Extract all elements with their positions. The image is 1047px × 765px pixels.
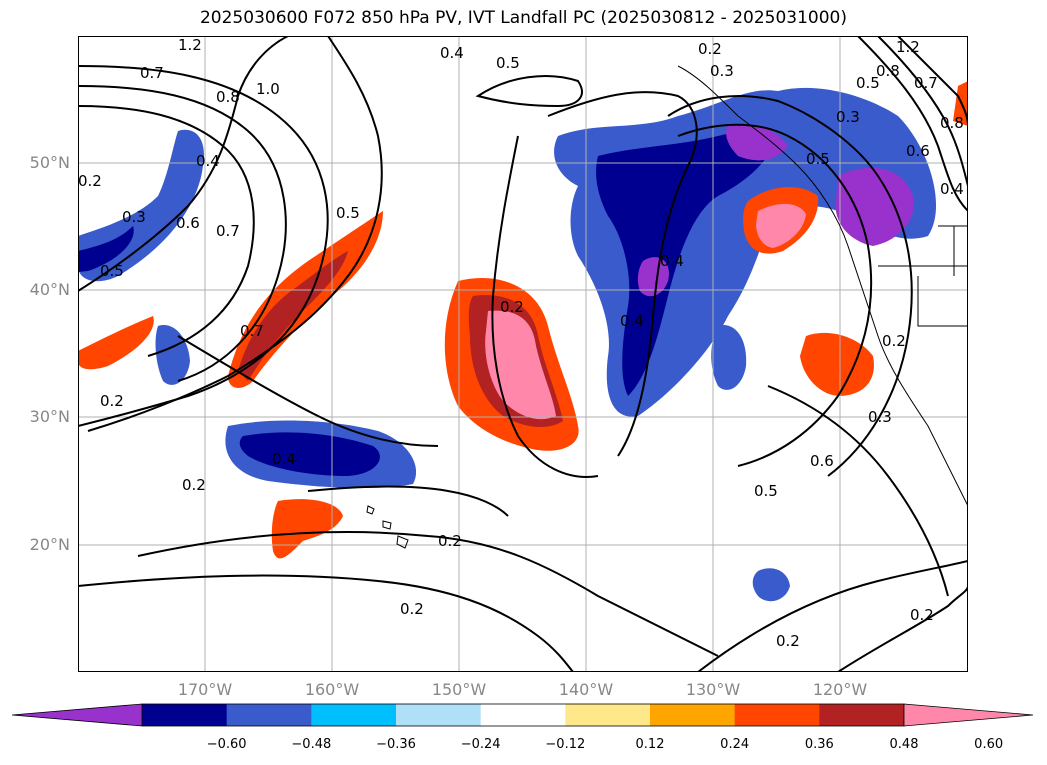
contour-label: 0.3 (122, 208, 146, 226)
contour-label: 1.0 (256, 80, 280, 98)
contour-label: 0.4 (660, 252, 684, 270)
colorbar-arrow-left (12, 703, 143, 727)
contour-label: 0.2 (78, 172, 102, 190)
colorbar-tick-label: 0.24 (720, 737, 750, 752)
colorbar-segment (142, 704, 228, 726)
contour-label: 0.2 (910, 606, 934, 624)
neg-region-westpac-core (78, 226, 134, 272)
colorbar-arrow-right (903, 703, 1034, 727)
contour-label: 0.7 (914, 74, 938, 92)
lat-label-50n: 50°N (29, 153, 70, 172)
lat-label-40n: 40°N (29, 280, 70, 299)
map-title: 2025030600 F072 850 hPa PV, IVT Landfall… (199, 8, 847, 28)
colorbar-segment (396, 704, 482, 726)
contour-label: 0.7 (240, 322, 264, 340)
colorbar-segment (311, 704, 397, 726)
neg-region-small-2 (711, 325, 747, 390)
colorbar (12, 703, 1034, 727)
contour-label: 0.7 (140, 64, 164, 82)
lon-label-170w: 170°W (177, 680, 233, 699)
colorbar-segment (226, 704, 312, 726)
pos-region-socal (800, 332, 874, 396)
contour-label: 0.5 (856, 74, 880, 92)
contour-label: 0.2 (882, 332, 906, 350)
neg-region-subtrop-core (239, 432, 380, 476)
pos-region-central-core (485, 310, 556, 420)
colorbar-segment (734, 704, 820, 726)
colorbar-segments (141, 703, 905, 727)
pos-region-left-edge (78, 316, 154, 370)
map-panel: 1.2 0.4 0.5 0.3 1.2 0.7 0.8 1.0 0.8 0.5 … (78, 36, 968, 672)
contour-label: 0.5 (496, 54, 520, 72)
lon-label-140w: 140°W (558, 680, 614, 699)
contour-label: 0.2 (698, 40, 722, 58)
lon-label-150w: 150°W (431, 680, 487, 699)
contour-label: 0.4 (620, 312, 644, 330)
colorbar-tick-label: −0.36 (376, 737, 416, 752)
neg-region-purple-ne (835, 167, 914, 246)
contour-label: 0.3 (868, 408, 892, 426)
contour-label: 1.2 (896, 38, 920, 56)
colorbar-tick-label: 0.12 (635, 737, 665, 752)
colorbar-tick-label: 0.60 (974, 737, 1004, 752)
lon-label-160w: 160°W (304, 680, 360, 699)
contour-label: 0.5 (806, 150, 830, 168)
contour-label: 0.7 (216, 222, 240, 240)
contour-label: 0.4 (440, 44, 464, 62)
lon-label-120w: 120°W (812, 680, 868, 699)
colorbar-tick-label: −0.12 (545, 737, 586, 752)
neg-region-purple-mid (637, 257, 669, 297)
contour-label: 0.8 (940, 114, 964, 132)
contour-label: 0.5 (754, 482, 778, 500)
colorbar-segment (480, 704, 566, 726)
contour-label: 0.2 (776, 632, 800, 650)
contour-label: 0.3 (836, 108, 860, 126)
colorbar-tick-label: 0.48 (889, 737, 919, 752)
contour-label: 0.8 (876, 62, 900, 80)
colorbar-tick-label: −0.60 (206, 737, 247, 752)
contour-label-layer: 1.2 0.4 0.5 0.3 1.2 0.7 0.8 1.0 0.8 0.5 … (78, 36, 964, 650)
neg-region-small-3 (752, 568, 790, 602)
colorbar-segment (565, 704, 651, 726)
pos-region-pnw-core (756, 203, 806, 248)
map-canvas: 1.2 0.4 0.5 0.3 1.2 0.7 0.8 1.0 0.8 0.5 … (78, 36, 968, 672)
contour-label: 0.8 (216, 88, 240, 106)
neg-region-purple-north (726, 124, 788, 161)
contour-label: 0.6 (176, 214, 200, 232)
contour-label: 0.6 (810, 452, 834, 470)
contour-lines (78, 36, 968, 672)
colorbar-arrows (12, 703, 1034, 727)
contour-label: 0.3 (710, 62, 734, 80)
contour-label: 0.2 (182, 476, 206, 494)
contour-label: 0.4 (272, 450, 296, 468)
contour-label: 1.2 (178, 36, 202, 54)
colorbar-tick-label: 0.36 (804, 737, 834, 752)
contour-label: 0.2 (400, 600, 424, 618)
neg-region-gulf-core (596, 130, 778, 396)
contour-label: 0.4 (196, 152, 220, 170)
pos-region-west-arc-core (238, 251, 348, 381)
coastlines (366, 65, 968, 549)
contour-label: 0.4 (940, 180, 964, 198)
colorbar-segment (819, 704, 905, 726)
gridlines (78, 36, 968, 672)
lat-label-30n: 30°N (29, 407, 70, 426)
lat-label-20n: 20°N (29, 535, 70, 554)
colorbar-segment (650, 704, 736, 726)
neg-region-small-1 (155, 325, 190, 385)
colorbar-tick-label: −0.48 (291, 737, 332, 752)
pos-region-tiny (953, 81, 968, 126)
contour-label: 0.6 (906, 142, 930, 160)
colorbar-tick-label: −0.24 (460, 737, 501, 752)
shading-layer (78, 81, 968, 602)
contour-label: 0.2 (500, 298, 524, 316)
pos-region-hawaii (271, 499, 343, 559)
contour-label: 0.5 (100, 262, 124, 280)
contour-label: 0.5 (336, 204, 360, 222)
lon-label-130w: 130°W (685, 680, 741, 699)
contour-label: 0.2 (438, 532, 462, 550)
contour-label: 0.2 (100, 392, 124, 410)
